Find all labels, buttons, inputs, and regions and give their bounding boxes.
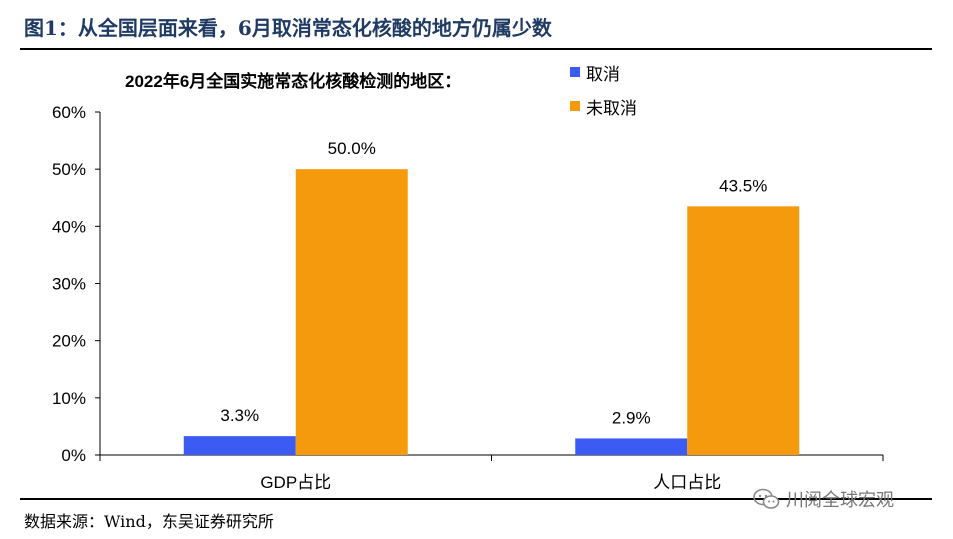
data-label: 2.9% — [612, 408, 651, 427]
x-category-label: GDP占比 — [260, 473, 331, 492]
watermark-text: 川阅全球宏观 — [786, 490, 894, 510]
y-tick-label: 20% — [52, 332, 86, 351]
data-labels: 3.3% 50.0% 2.9% 43.5% — [220, 139, 767, 427]
bar-not-cancelled — [687, 206, 800, 455]
data-label: 50.0% — [328, 139, 376, 158]
legend-label-cancelled: 取消 — [586, 65, 620, 84]
bottom-divider — [20, 498, 932, 500]
y-tick-label: 10% — [52, 389, 86, 408]
legend-swatch-not-cancelled — [570, 101, 580, 111]
y-tick-label: 50% — [52, 160, 86, 179]
legend-swatch-cancelled — [570, 67, 580, 77]
data-label: 3.3% — [220, 406, 259, 425]
bars — [183, 169, 800, 455]
chart-title: 2022年6月全国实施常态化核酸检测的地区： — [125, 71, 461, 91]
legend: 取消 未取消 — [570, 65, 637, 118]
y-tick-label: 60% — [52, 103, 86, 122]
y-tick-label: 0% — [61, 446, 86, 465]
y-tick-label: 40% — [52, 217, 86, 236]
bar-not-cancelled — [295, 169, 408, 455]
y-tick-label: 30% — [52, 275, 86, 294]
legend-label-not-cancelled: 未取消 — [586, 99, 637, 118]
top-divider — [20, 48, 932, 50]
watermark: 川阅全球宏观 — [752, 486, 894, 512]
wechat-icon — [753, 488, 780, 509]
source-note: 数据来源：Wind，东吴证券研究所 — [24, 512, 274, 531]
figure-title: 图1：从全国层面来看，6月取消常态化核酸的地方仍属少数 — [24, 16, 552, 40]
data-label: 43.5% — [719, 176, 767, 195]
x-category-label: 人口占比 — [653, 473, 721, 492]
bar-cancelled — [575, 438, 688, 455]
bar-cancelled — [183, 436, 296, 455]
